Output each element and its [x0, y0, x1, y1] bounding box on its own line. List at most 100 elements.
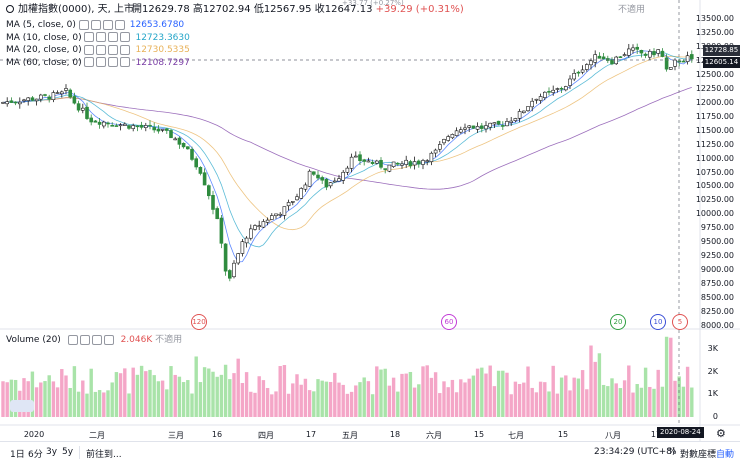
candle-body: [517, 111, 522, 119]
candle-body: [135, 125, 140, 128]
settings-icon[interactable]: [90, 19, 101, 30]
eye-icon[interactable]: [84, 57, 95, 67]
candle-body: [265, 219, 270, 223]
candle-body: [1, 102, 5, 104]
volume-bar: [106, 390, 110, 417]
indicator-row[interactable]: MA (20, close, 0) 12730.5335: [6, 44, 190, 56]
volume-bar: [26, 381, 30, 417]
close-label: 收: [314, 4, 325, 15]
period-marker[interactable]: 5: [672, 314, 688, 330]
price-badge-lower: 12605.14: [703, 57, 740, 68]
goto-date-button[interactable]: 前往到...: [86, 450, 122, 460]
range-5y[interactable]: 5y: [62, 447, 74, 457]
candle-body: [358, 154, 362, 162]
volume-bar: [664, 336, 669, 417]
volume-bar: [312, 391, 316, 417]
indicator-row[interactable]: MA (5, close, 0) 12653.6780: [6, 19, 184, 31]
candle-body: [416, 160, 421, 164]
eye-icon[interactable]: [84, 44, 95, 55]
collapse-icon[interactable]: [6, 5, 14, 13]
volume-bar: [433, 372, 438, 417]
remove-icon[interactable]: [102, 19, 113, 30]
period-marker[interactable]: 10: [650, 314, 666, 330]
volume-label: Volume (20): [6, 335, 61, 345]
chart-settings-icon[interactable]: ⚙: [716, 427, 726, 440]
volume-bar: [396, 391, 400, 417]
volume-bar: [249, 391, 253, 417]
candle-body: [160, 128, 165, 131]
ma60-line: [2, 87, 692, 190]
candle-body: [110, 125, 114, 127]
remove-icon[interactable]: [108, 32, 119, 42]
indicator-row[interactable]: MA (60, close, 0) 12108.7297: [6, 57, 190, 69]
candle-body: [647, 51, 652, 58]
more-icon[interactable]: [114, 19, 125, 30]
candle-body: [72, 96, 77, 104]
eye-icon[interactable]: [84, 32, 95, 42]
volume-bar: [639, 387, 644, 417]
range-3y[interactable]: 3y: [46, 447, 58, 457]
range-6m[interactable]: 6分: [28, 450, 43, 460]
candle-body: [186, 146, 190, 150]
period-marker[interactable]: 120: [191, 314, 207, 330]
candle-body: [626, 48, 631, 56]
more-icon[interactable]: [103, 334, 114, 345]
volume-bar: [257, 376, 261, 417]
more-icon[interactable]: [120, 57, 131, 67]
remove-icon[interactable]: [91, 334, 102, 345]
volume-bar: [64, 375, 68, 417]
candle-body: [244, 237, 249, 244]
volume-bar: [303, 378, 308, 417]
settings-icon[interactable]: [96, 32, 107, 42]
remove-icon[interactable]: [108, 44, 119, 55]
clock-display[interactable]: 23:34:29 (UTC+8): [594, 447, 676, 457]
volume-bar: [89, 368, 93, 417]
eye-icon[interactable]: [67, 334, 78, 345]
settings-icon[interactable]: [79, 334, 90, 345]
candle-body: [9, 100, 14, 103]
volume-bar: [207, 368, 211, 417]
change-value: +39.29 (+0.31%): [375, 4, 464, 15]
price-tick: 9000.00: [700, 265, 734, 275]
volume-bar: [270, 394, 274, 417]
range-1d[interactable]: 1日: [10, 450, 25, 460]
candle-body: [278, 213, 283, 216]
candle-body: [509, 120, 514, 123]
ma5-line: [2, 50, 692, 263]
volume-bar: [324, 381, 329, 417]
symbol-title[interactable]: 加權指數(0000), 天, 上市: [6, 4, 134, 16]
candle-body: [148, 124, 152, 127]
candle-body: [232, 262, 236, 278]
percent-toggle[interactable]: %: [668, 447, 677, 457]
volume-bar: [501, 370, 505, 417]
more-icon[interactable]: [120, 32, 131, 42]
volume-bar: [450, 379, 455, 417]
remove-icon[interactable]: [108, 57, 119, 67]
indicator-row[interactable]: MA (10, close, 0) 12723.3630: [6, 32, 190, 44]
candle-body: [198, 167, 203, 174]
settings-icon[interactable]: [96, 57, 107, 67]
settings-icon[interactable]: [96, 44, 107, 55]
auto-scale-toggle[interactable]: 自動: [716, 450, 735, 460]
eye-icon[interactable]: [78, 19, 89, 30]
candle-body: [286, 202, 291, 207]
candle-body: [223, 243, 228, 272]
period-marker[interactable]: 60: [441, 314, 457, 330]
volume-bar: [118, 373, 123, 417]
price-tick: 9500.00: [700, 237, 734, 247]
candle-body: [139, 124, 144, 128]
period-marker[interactable]: 20: [610, 314, 626, 330]
volume-bar: [114, 372, 119, 417]
volume-bar: [685, 366, 690, 417]
candle-body: [366, 160, 371, 163]
more-icon[interactable]: [120, 44, 131, 55]
price-tick: 11750.00: [695, 111, 734, 121]
volume-bar: [181, 382, 186, 417]
price-tick: 10500.00: [695, 181, 734, 191]
log-scale-toggle[interactable]: 對數座標: [680, 450, 717, 460]
candle-body: [38, 94, 43, 100]
candle-body: [165, 128, 169, 131]
volume-bar: [337, 382, 341, 417]
